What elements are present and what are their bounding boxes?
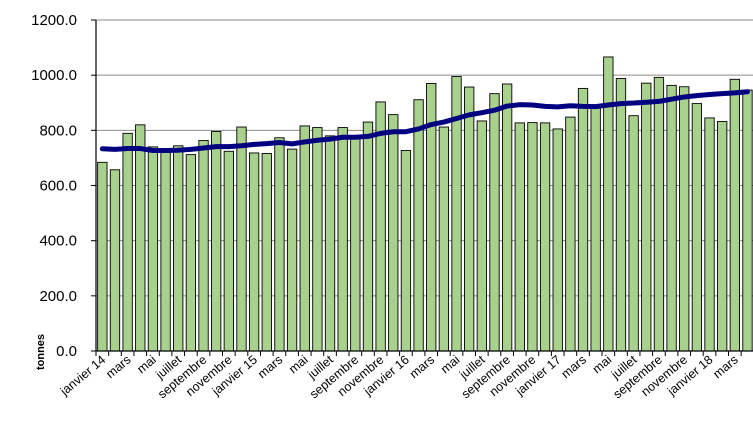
bar [729, 78, 740, 352]
x-tick-label: mars [255, 353, 285, 382]
y-tick-label: 400.0 [39, 233, 77, 250]
bar [160, 149, 171, 352]
bar [628, 115, 639, 352]
bar [438, 126, 450, 352]
bar [717, 121, 728, 352]
bar [527, 122, 538, 352]
bar [173, 145, 184, 352]
bar [236, 126, 247, 352]
bar [198, 140, 209, 352]
bar [641, 82, 652, 352]
bar [286, 148, 298, 352]
trend-line-series [99, 89, 750, 153]
bar [615, 78, 627, 352]
bar [501, 83, 513, 352]
y-tick-label: 200.0 [39, 288, 77, 305]
bar [653, 76, 665, 352]
bar [97, 161, 108, 352]
bar [679, 86, 690, 352]
bar [577, 87, 589, 352]
bar [476, 120, 487, 352]
bar-series [97, 56, 753, 352]
bar [691, 103, 703, 352]
bar [413, 99, 424, 352]
bar [375, 101, 386, 352]
bar [603, 56, 614, 352]
bar [135, 124, 146, 352]
bar [704, 117, 715, 352]
bar [590, 106, 601, 352]
bar [362, 121, 374, 352]
bar [539, 122, 551, 352]
y-tick-label: 800.0 [39, 122, 77, 139]
x-tick-label: mars [103, 353, 133, 382]
bar [565, 116, 576, 352]
y-axis-title: tonnes [35, 334, 47, 370]
y-axis-tick-labels: 0.0 200.0 400.0 600.0 800.0 1000.0 1200.0 [31, 12, 77, 360]
bar [185, 154, 197, 352]
bar [299, 125, 310, 352]
bar [274, 137, 285, 352]
bar [223, 150, 234, 352]
bar [666, 84, 677, 352]
bar [122, 132, 133, 352]
bar [489, 93, 500, 352]
bar [350, 135, 361, 352]
bar [388, 114, 399, 352]
y-tick-label: 1200.0 [31, 12, 77, 29]
bar [400, 150, 412, 352]
bar [109, 169, 121, 352]
bar [514, 122, 525, 352]
bar [337, 127, 348, 352]
bar [552, 128, 563, 352]
x-tick-label: mars [559, 353, 589, 382]
axes [91, 19, 753, 356]
y-tick-label: 1000.0 [31, 67, 77, 84]
bar [742, 89, 753, 352]
y-tick-label: 600.0 [39, 178, 77, 195]
bar [261, 153, 272, 352]
bar [464, 86, 475, 352]
bar [312, 127, 323, 352]
bar [147, 146, 159, 352]
x-tick-label: mars [407, 353, 437, 382]
x-tick-label: mars [710, 353, 740, 382]
y-tick-label: 0.0 [56, 343, 77, 360]
bar [211, 130, 222, 352]
trend-line [99, 89, 750, 153]
bar [324, 135, 336, 352]
bar [248, 152, 260, 352]
